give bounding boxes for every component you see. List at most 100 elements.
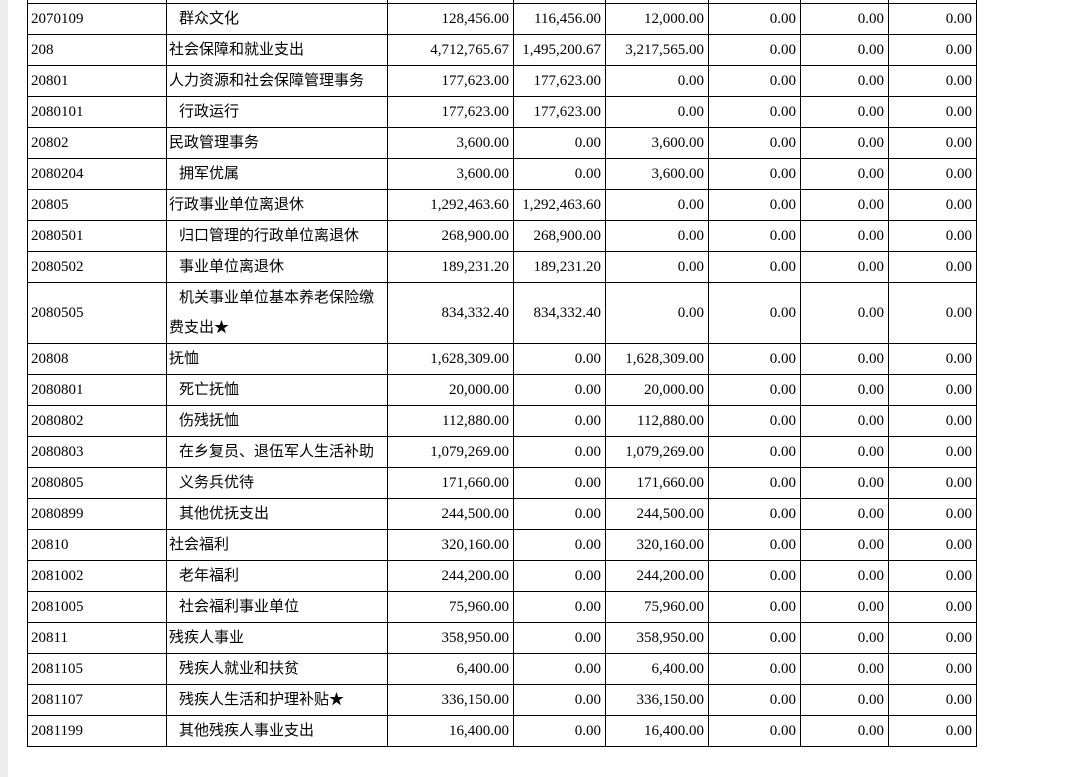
table-body: 20701 文化 128,456.00 116,456.00 12,000.00… bbox=[27, 0, 977, 747]
code-cell: 20802 bbox=[27, 127, 167, 159]
value-cell: 0.00 bbox=[800, 436, 889, 468]
value-cell: 0.00 bbox=[513, 684, 606, 716]
value-cell: 0.00 bbox=[708, 251, 801, 283]
value-cell: 0.00 bbox=[800, 251, 889, 283]
value-cell: 3,600.00 bbox=[605, 158, 709, 190]
name-cell: 死亡抚恤 bbox=[166, 374, 388, 406]
value-cell: 0.00 bbox=[800, 127, 889, 159]
value-cell: 12,000.00 bbox=[605, 3, 709, 35]
table-row: 2080204 拥军优属 3,600.00 0.00 3,600.00 0.00… bbox=[27, 158, 977, 190]
value-cell: 0.00 bbox=[800, 96, 889, 128]
value-cell: 0.00 bbox=[888, 715, 977, 747]
value-cell: 1,292,463.60 bbox=[513, 189, 606, 221]
table-row: 2081107 残疾人生活和护理补贴★ 336,150.00 0.00 336,… bbox=[27, 684, 977, 716]
name-cell: 行政事业单位离退休 bbox=[166, 189, 388, 221]
value-cell: 336,150.00 bbox=[387, 684, 514, 716]
code-cell: 20811 bbox=[27, 622, 167, 654]
table-row: 2081005 社会福利事业单位 75,960.00 0.00 75,960.0… bbox=[27, 591, 977, 623]
value-cell: 0.00 bbox=[888, 436, 977, 468]
name-cell: 人力资源和社会保障管理事务 bbox=[166, 65, 388, 97]
value-cell: 0.00 bbox=[708, 715, 801, 747]
value-cell: 0.00 bbox=[708, 467, 801, 499]
value-cell: 336,150.00 bbox=[605, 684, 709, 716]
code-cell: 2070109 bbox=[27, 3, 167, 35]
value-cell: 171,660.00 bbox=[605, 467, 709, 499]
value-cell: 0.00 bbox=[888, 529, 977, 561]
code-cell: 2081005 bbox=[27, 591, 167, 623]
name-cell: 社会福利事业单位 bbox=[166, 591, 388, 623]
value-cell: 0.00 bbox=[708, 591, 801, 623]
code-cell: 20805 bbox=[27, 189, 167, 221]
table-row: 20801 人力资源和社会保障管理事务 177,623.00 177,623.0… bbox=[27, 65, 977, 97]
name-cell: 残疾人事业 bbox=[166, 622, 388, 654]
name-cell: 抚恤 bbox=[166, 343, 388, 375]
code-cell: 2081105 bbox=[27, 653, 167, 685]
table-row: 2081105 残疾人就业和扶贫 6,400.00 0.00 6,400.00 … bbox=[27, 653, 977, 685]
value-cell: 0.00 bbox=[708, 374, 801, 406]
value-cell: 3,600.00 bbox=[605, 127, 709, 159]
value-cell: 1,079,269.00 bbox=[387, 436, 514, 468]
value-cell: 0.00 bbox=[800, 158, 889, 190]
code-cell: 2080805 bbox=[27, 467, 167, 499]
code-cell: 2080803 bbox=[27, 436, 167, 468]
value-cell: 0.00 bbox=[888, 374, 977, 406]
code-cell: 2080801 bbox=[27, 374, 167, 406]
table-row: 2081199 其他残疾人事业支出 16,400.00 0.00 16,400.… bbox=[27, 715, 977, 747]
value-cell: 0.00 bbox=[888, 498, 977, 530]
value-cell: 4,712,765.67 bbox=[387, 34, 514, 66]
value-cell: 0.00 bbox=[800, 405, 889, 437]
value-cell: 0.00 bbox=[513, 715, 606, 747]
value-cell: 0.00 bbox=[800, 374, 889, 406]
value-cell: 0.00 bbox=[708, 158, 801, 190]
value-cell: 0.00 bbox=[513, 498, 606, 530]
code-cell: 2081107 bbox=[27, 684, 167, 716]
value-cell: 6,400.00 bbox=[605, 653, 709, 685]
value-cell: 112,880.00 bbox=[387, 405, 514, 437]
value-cell: 244,200.00 bbox=[387, 560, 514, 592]
value-cell: 320,160.00 bbox=[605, 529, 709, 561]
value-cell: 0.00 bbox=[888, 684, 977, 716]
table-row: 20808 抚恤 1,628,309.00 0.00 1,628,309.00 … bbox=[27, 343, 977, 375]
value-cell: 0.00 bbox=[800, 529, 889, 561]
value-cell: 0.00 bbox=[513, 591, 606, 623]
code-cell: 208 bbox=[27, 34, 167, 66]
value-cell: 177,623.00 bbox=[387, 96, 514, 128]
value-cell: 0.00 bbox=[513, 653, 606, 685]
value-cell: 0.00 bbox=[888, 591, 977, 623]
value-cell: 0.00 bbox=[888, 653, 977, 685]
value-cell: 320,160.00 bbox=[387, 529, 514, 561]
value-cell: 1,079,269.00 bbox=[605, 436, 709, 468]
value-cell: 0.00 bbox=[800, 3, 889, 35]
table-row: 2081002 老年福利 244,200.00 0.00 244,200.00 … bbox=[27, 560, 977, 592]
budget-expenditure-table: 20701 文化 128,456.00 116,456.00 12,000.00… bbox=[27, 0, 977, 747]
table-row: 2080501 归口管理的行政单位离退休 268,900.00 268,900.… bbox=[27, 220, 977, 252]
value-cell: 0.00 bbox=[708, 220, 801, 252]
table-row: 2080803 在乡复员、退伍军人生活补助 1,079,269.00 0.00 … bbox=[27, 436, 977, 468]
name-cell: 拥军优属 bbox=[166, 158, 388, 190]
value-cell: 0.00 bbox=[513, 467, 606, 499]
value-cell: 1,292,463.60 bbox=[387, 189, 514, 221]
value-cell: 0.00 bbox=[708, 189, 801, 221]
value-cell: 0.00 bbox=[708, 65, 801, 97]
code-cell: 2081002 bbox=[27, 560, 167, 592]
code-cell: 2080101 bbox=[27, 96, 167, 128]
table-row: 2070109 群众文化 128,456.00 116,456.00 12,00… bbox=[27, 3, 977, 35]
value-cell: 0.00 bbox=[800, 467, 889, 499]
value-cell: 0.00 bbox=[605, 282, 709, 344]
value-cell: 6,400.00 bbox=[387, 653, 514, 685]
value-cell: 112,880.00 bbox=[605, 405, 709, 437]
table-row: 20810 社会福利 320,160.00 0.00 320,160.00 0.… bbox=[27, 529, 977, 561]
value-cell: 0.00 bbox=[888, 467, 977, 499]
code-cell: 20808 bbox=[27, 343, 167, 375]
value-cell: 0.00 bbox=[888, 127, 977, 159]
name-cell: 社会福利 bbox=[166, 529, 388, 561]
table-row: 208 社会保障和就业支出 4,712,765.67 1,495,200.67 … bbox=[27, 34, 977, 66]
value-cell: 0.00 bbox=[888, 622, 977, 654]
value-cell: 0.00 bbox=[888, 96, 977, 128]
code-cell: 2080501 bbox=[27, 220, 167, 252]
value-cell: 0.00 bbox=[888, 220, 977, 252]
value-cell: 0.00 bbox=[708, 405, 801, 437]
value-cell: 0.00 bbox=[800, 560, 889, 592]
table-row: 2080801 死亡抚恤 20,000.00 0.00 20,000.00 0.… bbox=[27, 374, 977, 406]
value-cell: 0.00 bbox=[800, 282, 889, 344]
